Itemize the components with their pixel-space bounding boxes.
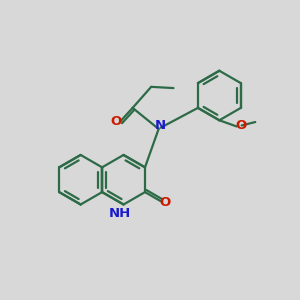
Text: N: N (154, 119, 165, 133)
Text: O: O (110, 115, 122, 128)
Text: NH: NH (109, 207, 131, 220)
Text: O: O (236, 119, 247, 133)
Text: O: O (159, 196, 171, 208)
